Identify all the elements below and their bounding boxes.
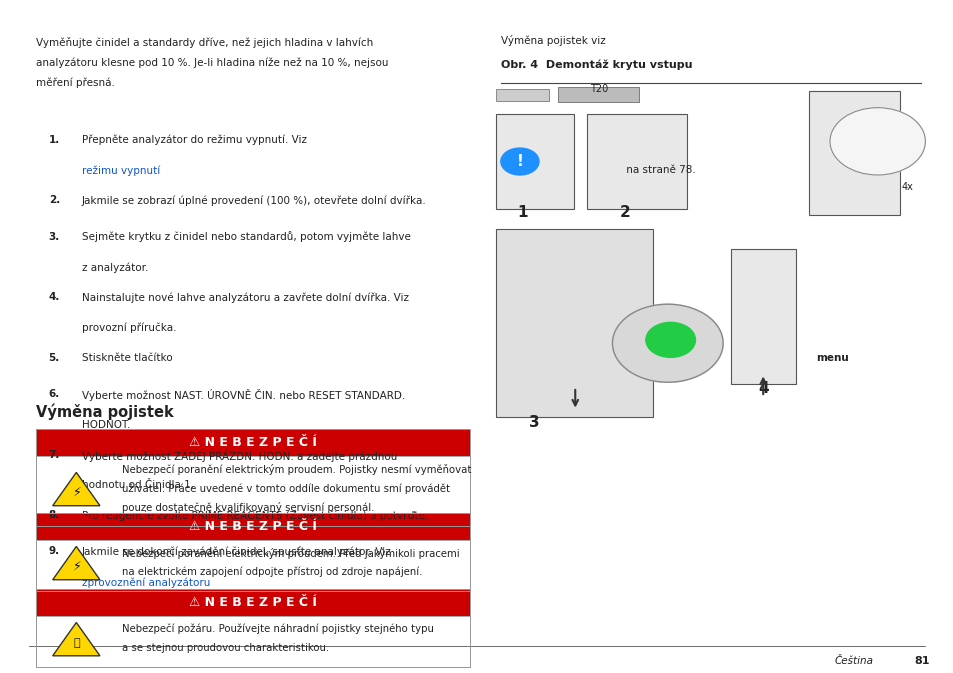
Text: 🔥: 🔥 [73, 638, 79, 647]
Text: 4: 4 [757, 381, 768, 396]
Text: Vyberte možnost NAST. ÚROVNĚ ČIN. nebo RESET STANDARD.: Vyberte možnost NAST. ÚROVNĚ ČIN. nebo R… [82, 389, 405, 401]
Text: 3.: 3. [49, 232, 60, 242]
Text: HODNOT.: HODNOT. [82, 420, 131, 430]
Circle shape [612, 304, 722, 382]
Text: hodnotu od Činidla 1.: hodnotu od Činidla 1. [82, 481, 194, 491]
Text: Nebezpečí poranění elektrickým proudem. Pojistky nesmí vyměňovat: Nebezpečí poranění elektrickým proudem. … [122, 464, 471, 475]
Text: ⚡: ⚡ [72, 485, 82, 499]
Text: ⚠ N E B E Z P E Č Í: ⚠ N E B E Z P E Č Í [189, 436, 317, 450]
Text: 1: 1 [517, 205, 528, 220]
Text: a se stejnou proudovou charakteristikou.: a se stejnou proudovou charakteristikou. [122, 643, 329, 653]
FancyBboxPatch shape [496, 229, 653, 417]
Text: Vyměňujte činidel a standardy dříve, než jejich hladina v lahvích: Vyměňujte činidel a standardy dříve, než… [36, 37, 374, 48]
Text: Stiskněte tlačítko: Stiskněte tlačítko [82, 353, 175, 363]
Text: !: ! [516, 154, 523, 169]
Text: menu: menu [815, 353, 848, 363]
Text: z analyzátor.: z analyzátor. [82, 262, 149, 273]
Text: na straně 78.: na straně 78. [622, 166, 695, 176]
FancyBboxPatch shape [36, 616, 470, 667]
FancyBboxPatch shape [36, 540, 470, 591]
Text: pouze dostatečně kvalifikovaný servisní personál.: pouze dostatečně kvalifikovaný servisní … [122, 502, 375, 513]
FancyBboxPatch shape [36, 456, 470, 526]
Text: Čeština: Čeština [834, 656, 873, 666]
Text: 4x: 4x [901, 182, 912, 192]
Text: provozní příručka.: provozní příručka. [82, 323, 176, 334]
Polygon shape [52, 472, 100, 505]
Text: ⚠ N E B E Z P E Č Í: ⚠ N E B E Z P E Č Í [189, 520, 317, 533]
FancyBboxPatch shape [730, 249, 795, 384]
Text: 6.: 6. [49, 389, 60, 399]
Text: Nainstalujte nové lahve analyzátoru a zavřete dolní dvířka. Viz: Nainstalujte nové lahve analyzátoru a za… [82, 292, 409, 303]
Text: Nebezpečí poranění elektrickým proudem. Před jakýmikoli pracemi: Nebezpečí poranění elektrickým proudem. … [122, 548, 459, 559]
Text: režimu vypnutí: režimu vypnutí [82, 166, 160, 176]
Text: Vyberte možnost ZADEJ PRÁZDN. HODN. a zadejte prázdnou: Vyberte možnost ZADEJ PRÁZDN. HODN. a za… [82, 450, 397, 462]
Text: T20: T20 [589, 84, 608, 94]
FancyBboxPatch shape [36, 589, 470, 616]
Text: 5: 5 [852, 135, 863, 149]
Text: 2.: 2. [49, 195, 60, 205]
Text: Výměna pojistek: Výměna pojistek [36, 404, 173, 421]
Text: 1.: 1. [49, 135, 60, 145]
Text: 5.: 5. [49, 353, 60, 363]
Text: Obr. 4  Demontáž krytu vstupu: Obr. 4 Demontáž krytu vstupu [500, 59, 692, 70]
Text: Pro reagencie zvolte PRIME REAGENTS (Zavést činidla) a potvrďte.: Pro reagencie zvolte PRIME REAGENTS (Zav… [82, 510, 428, 521]
Text: 2: 2 [618, 205, 630, 220]
Text: ⚡: ⚡ [72, 559, 82, 573]
FancyBboxPatch shape [586, 114, 686, 209]
Text: Nebezpečí požáru. Používejte náhradní pojistky stejného typu: Nebezpečí požáru. Používejte náhradní po… [122, 624, 434, 635]
FancyBboxPatch shape [36, 429, 470, 456]
Text: ⚠ N E B E Z P E Č Í: ⚠ N E B E Z P E Č Í [189, 596, 317, 609]
Circle shape [645, 322, 695, 357]
Text: na elektrickém zapojení odpojte přístroj od zdroje napájení.: na elektrickém zapojení odpojte přístroj… [122, 567, 422, 577]
Text: Sejměte krytku z činidel nebo standardů, potom vyjměte lahve: Sejměte krytku z činidel nebo standardů,… [82, 232, 411, 242]
FancyBboxPatch shape [558, 87, 639, 102]
Text: 3: 3 [528, 415, 539, 429]
Text: uživatel. Práce uvedené v tomto oddíle dokumentu smí provádět: uživatel. Práce uvedené v tomto oddíle d… [122, 483, 450, 494]
Text: 4.: 4. [49, 292, 60, 302]
FancyBboxPatch shape [496, 114, 574, 209]
Text: 81: 81 [913, 656, 928, 666]
Text: Přepněte analyzátor do režimu vypnutí. Viz: Přepněte analyzátor do režimu vypnutí. V… [82, 135, 310, 145]
Text: analyzátoru klesne pod 10 %. Je-li hladina níže než na 10 %, nejsou: analyzátoru klesne pod 10 %. Je-li hladi… [36, 57, 388, 68]
FancyBboxPatch shape [808, 91, 899, 215]
FancyBboxPatch shape [36, 513, 470, 540]
Text: měření přesná.: měření přesná. [36, 77, 115, 88]
Text: Výměna pojistek viz: Výměna pojistek viz [500, 35, 608, 46]
Text: 9.: 9. [49, 546, 60, 557]
Polygon shape [52, 623, 100, 656]
Text: 8.: 8. [49, 510, 60, 520]
FancyBboxPatch shape [496, 89, 548, 101]
Text: 7.: 7. [49, 450, 60, 460]
Text: Jakmile se dokončí zavádění činidel, spusťte analyzátor. Viz: Jakmile se dokončí zavádění činidel, spu… [82, 546, 395, 557]
Text: Jakmile se zobrazí úplné provedení (100 %), otevřete dolní dvířka.: Jakmile se zobrazí úplné provedení (100 … [82, 195, 426, 206]
Text: zprovoznění analyzátoru: zprovoznění analyzátoru [82, 577, 211, 588]
Polygon shape [52, 546, 100, 579]
Circle shape [500, 148, 538, 175]
Circle shape [829, 108, 924, 175]
